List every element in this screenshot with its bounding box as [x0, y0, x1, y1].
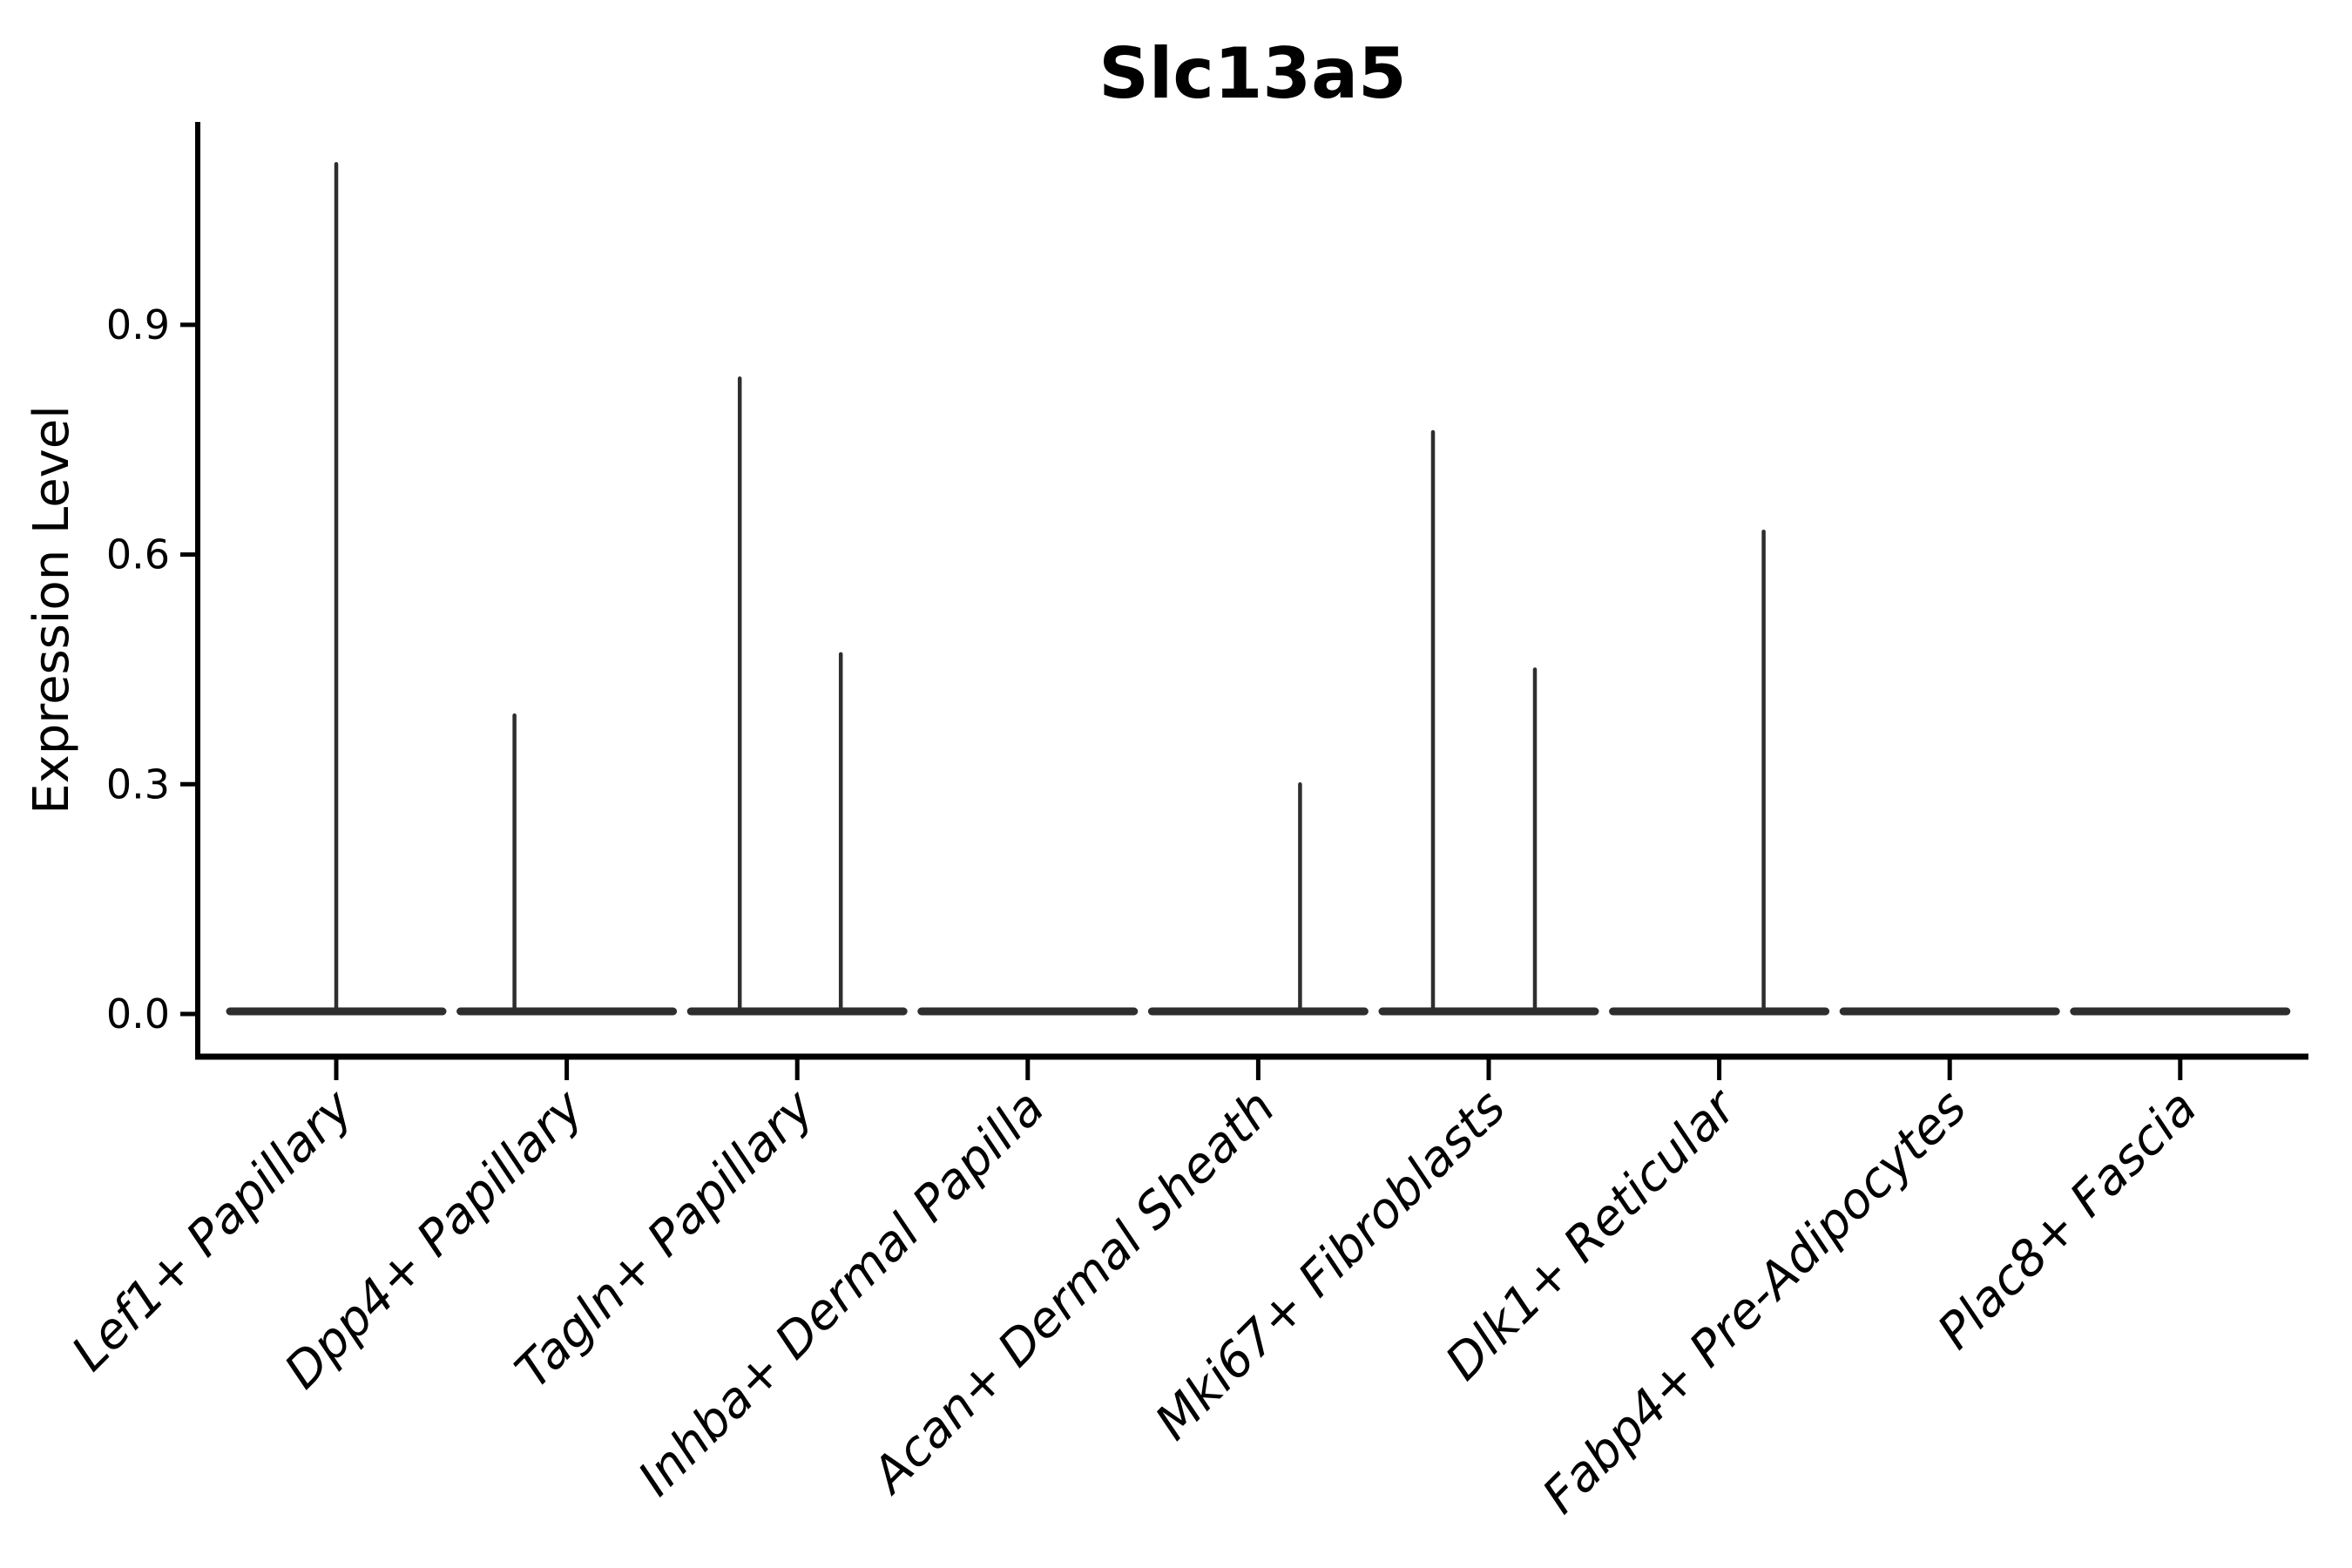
y-axis-label: Expression Level	[24, 405, 80, 814]
violins	[226, 162, 2291, 1016]
y-tick-label: 0.9	[106, 301, 170, 348]
y-axis-ticks: 0.0 0.3 0.6 0.9	[106, 301, 198, 1037]
x-tick-label: Fabp4+ Pre-Adipocytes	[1532, 1079, 1977, 1524]
x-tick-label: Inhba+ Dermal Papilla	[628, 1079, 1056, 1507]
y-tick-label: 0.6	[106, 531, 170, 578]
y-tick-label: 0.3	[106, 760, 170, 808]
y-tick-label: 0.0	[106, 990, 170, 1037]
chart-title: Slc13a5	[1098, 33, 1406, 114]
x-tick-label: Acan+ Dermal Sheath	[860, 1079, 1286, 1505]
